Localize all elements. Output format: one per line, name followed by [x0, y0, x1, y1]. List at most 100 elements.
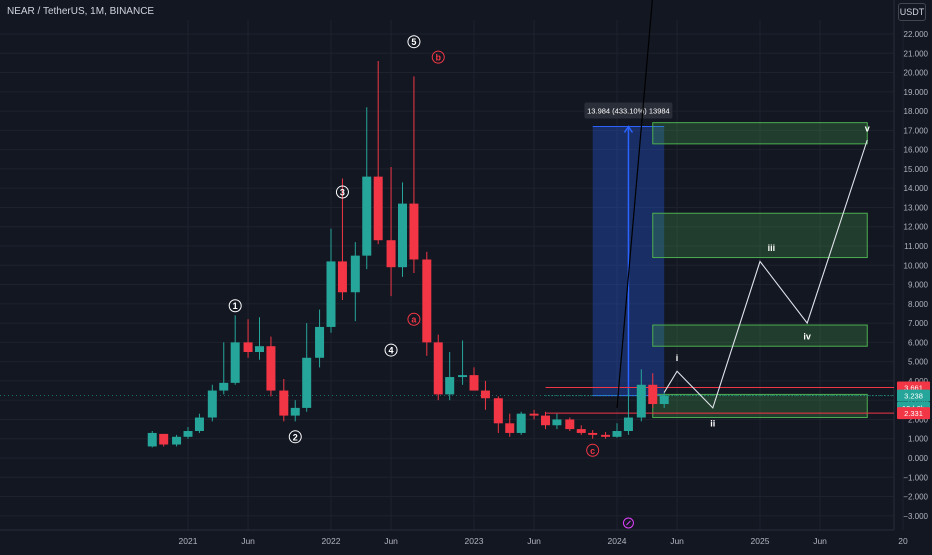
candle: [565, 417, 575, 432]
wave-label: 2: [293, 432, 298, 442]
candle: [350, 242, 360, 322]
candle: [480, 380, 490, 410]
wave-label-circle: [288, 430, 302, 444]
candle-body: [159, 433, 169, 445]
candle: [576, 425, 586, 435]
candle-body: [219, 382, 229, 391]
candle-body: [373, 176, 383, 241]
wave-label-circle: [431, 50, 445, 64]
event-icon-mark: [626, 520, 631, 526]
candle: [409, 76, 419, 273]
candle: [445, 352, 455, 401]
candle: [612, 423, 622, 438]
candle-body: [541, 415, 550, 426]
candle: [552, 413, 562, 430]
candle-body: [409, 203, 419, 260]
wave-label: b: [436, 53, 442, 63]
y-tick-label: 15.000: [904, 165, 929, 174]
wave-label: iv: [803, 332, 811, 342]
candle-body: [398, 203, 407, 268]
y-tick-label: 18.000: [904, 107, 929, 116]
currency-button[interactable]: USDT: [898, 3, 926, 21]
candle-body: [326, 261, 336, 327]
candle-body: [147, 432, 157, 447]
y-tick-label: 12.000: [904, 223, 929, 232]
y-tick-label: 22.000: [904, 30, 929, 39]
candle-body: [552, 419, 562, 426]
price-tag: 3.238: [904, 392, 923, 401]
candle-body: [194, 417, 204, 432]
x-axis-labels: 2021 Jun 2022 Jun 2023 Jun 2024 Jun 2025 Jun 20: [179, 536, 908, 546]
candle-body: [350, 255, 360, 293]
y-tick-label: 20.000: [904, 69, 929, 78]
candle: [183, 427, 193, 439]
candle: [147, 431, 157, 448]
candle-body: [458, 375, 468, 378]
measure-arrowhead: [623, 125, 634, 133]
y-tick-label: 19.000: [904, 88, 929, 97]
candle: [326, 228, 336, 333]
candle: [588, 430, 598, 439]
wave-label: a: [411, 315, 417, 325]
price-tag: 2.331: [904, 409, 923, 418]
candle-body: [636, 384, 646, 418]
candle: [433, 334, 443, 401]
candle-body: [243, 342, 253, 352]
candle-body: [576, 429, 586, 433]
candle-body: [183, 431, 193, 437]
y-tick-label: 1.000: [908, 435, 929, 444]
wave-label: ii: [710, 418, 715, 428]
candle: [505, 413, 515, 437]
wave-label: 3: [340, 188, 345, 198]
candle: [398, 182, 407, 277]
price-tag-bg: [897, 407, 930, 420]
wave-label-circle: [384, 343, 398, 357]
candle-body: [529, 413, 539, 416]
candle-body: [480, 390, 490, 399]
candle-body: [422, 259, 432, 343]
candle: [623, 388, 633, 435]
trend-line: [616, 0, 653, 408]
y-tick-label: 21.000: [904, 49, 929, 58]
candle: [266, 336, 276, 397]
candle-body: [302, 357, 312, 408]
candle-body: [266, 346, 276, 391]
x-tick-label: 2025: [751, 536, 770, 546]
y-tick-label: −2.000: [903, 493, 928, 502]
y-tick-label: 13.000: [904, 203, 929, 212]
event-icon: [622, 517, 634, 529]
candle-body: [386, 240, 396, 268]
candle: [373, 60, 383, 245]
y-tick-label: 2.000: [908, 415, 929, 424]
x-tick-label: Jun: [241, 536, 255, 546]
candle: [290, 400, 300, 422]
candle: [648, 373, 658, 408]
wave-label-circle: [407, 35, 421, 49]
y-axis-labels: −3.000−2.000−1.0000.0001.0002.0003.0004.…: [903, 30, 928, 521]
y-tick-label: 17.000: [904, 126, 929, 135]
candle-body: [433, 342, 443, 395]
candle-body: [230, 342, 240, 383]
grid: [0, 20, 904, 530]
candle-body: [172, 436, 182, 445]
measure-label-bg: [584, 102, 673, 119]
wave-label-circle: [335, 185, 349, 199]
y-tick-label: −3.000: [903, 512, 928, 521]
candle: [207, 384, 217, 422]
candle-body: [493, 398, 503, 424]
wave-label-circle: [586, 443, 600, 457]
y-tick-label: 16.000: [904, 146, 929, 155]
candle-body: [659, 395, 669, 405]
x-tick-label: 2022: [322, 536, 341, 546]
price-tag: 3.661: [904, 383, 923, 392]
wave-label: 4: [389, 346, 394, 356]
candle: [493, 396, 503, 433]
y-tick-label: 9.000: [908, 281, 929, 290]
x-tick-label: Jun: [670, 536, 684, 546]
candle: [469, 367, 479, 391]
y-tick-label: 10.000: [904, 261, 929, 270]
wave-label: 5: [411, 37, 416, 47]
candle: [302, 323, 312, 412]
